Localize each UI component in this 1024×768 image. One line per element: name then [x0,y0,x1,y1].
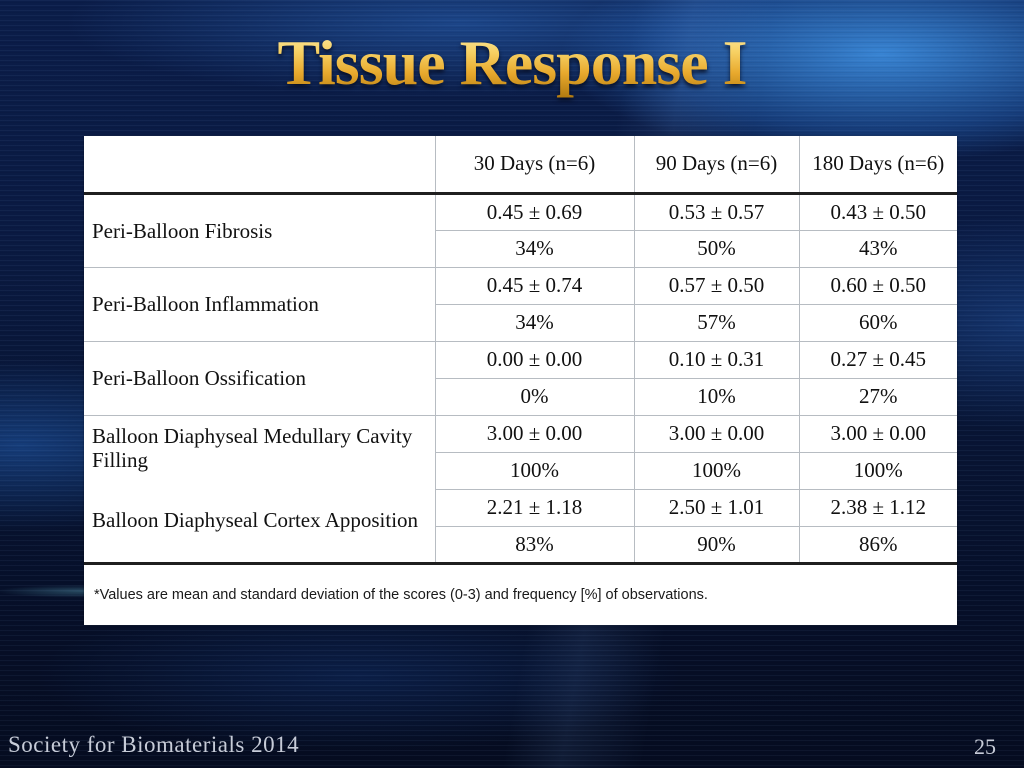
frequency-cell: 100% [634,451,800,489]
column-header-180-days: 180 Days (n=6) [799,136,957,195]
frequency-cell: 27% [799,377,957,415]
table-row: 0% 10% 27% [84,377,957,415]
table-row: Peri-Balloon Ossification 0.00 ± 0.00 0.… [84,340,957,415]
frequency-cell: 34% [435,229,635,267]
frequency-cell: 0% [435,377,635,415]
frequency-cell: 60% [799,303,957,341]
table-row: 100% 100% 100% [84,451,957,489]
frequency-cell: 90% [634,525,800,563]
mean-sd-cell: 0.27 ± 0.45 [799,340,957,378]
mean-sd-cell: 0.43 ± 0.50 [830,199,927,224]
mean-sd-cell: 0.45 ± 0.74 [435,266,635,304]
table-row: 34% 57% 60% [84,303,957,341]
frequency-cell: 34% [435,303,635,341]
mean-sd-cell: 2.21 ± 1.18 [435,488,635,526]
frequency-cell: 10% [634,377,800,415]
table-row: Peri-Balloon Fibrosis 0.45 ± 0.69 0.53 ±… [84,193,957,267]
table-row: Peri-Balloon Inflammation 0.45 ± 0.74 0.… [84,266,957,341]
table-row: Balloon Diaphyseal Medullary Cavity Fill… [84,414,957,563]
mean-sd-cell: 0.00 ± 0.00 [435,340,635,378]
mean-sd-cell: 2.50 ± 1.01 [634,488,800,526]
mean-sd-cell: 0.60 ± 0.50 [799,266,957,304]
mean-sd-cell: 3.00 ± 0.00 [634,414,800,452]
column-header-90-days: 90 Days (n=6) [634,136,800,195]
table-row: 2.21 ± 1.18 2.50 ± 1.01 2.38 ± 1.12 [84,488,957,526]
column-header-empty [84,136,436,195]
mean-sd-cell: 3.00 ± 0.00 [799,414,957,452]
table-row: 83% 90% 86% [84,525,957,563]
frequency-cell: 50% [634,229,800,267]
mean-sd-cell: 2.38 ± 1.12 [799,488,957,526]
table-footnote-row: *Values are mean and standard deviation … [84,561,957,625]
frequency-cell: 83% [435,525,635,563]
row-label: Peri-Balloon Fibrosis [84,193,436,267]
column-header-30-days: 30 Days (n=6) [435,136,635,195]
frequency-cell: 100% [799,451,957,489]
results-table-container: 30 Days (n=6) 90 Days (n=6) 180 Days (n=… [84,136,957,625]
table-footnote: *Values are mean and standard deviation … [84,561,957,625]
row-label: Balloon Diaphyseal Medullary Cavity Fill… [92,423,413,472]
footer-credit: Society for Biomaterials 2014 [8,732,300,757]
table-header-row: 30 Days (n=6) 90 Days (n=6) 180 Days (n=… [84,136,957,195]
page-number: 25 [974,734,996,759]
results-table: 30 Days (n=6) 90 Days (n=6) 180 Days (n=… [84,136,957,625]
mean-sd-cell: 0.57 ± 0.50 [634,266,800,304]
frequency-cell: 100% [435,451,635,489]
row-label-merged: Balloon Diaphyseal Medullary Cavity Fill… [84,414,436,563]
mean-sd-cell: 3.00 ± 0.00 [435,414,635,452]
mean-sd-cell: 0.53 ± 0.57 [634,193,800,230]
row-label: Peri-Balloon Inflammation [84,266,436,341]
row-label: Peri-Balloon Ossification [84,340,436,415]
frequency-cell: 86% [799,525,957,563]
mean-sd-cell: 0.45 ± 0.69 [435,193,635,230]
table-row: 34% 50% 43% [84,229,957,267]
mean-sd-cell: 0.10 ± 0.31 [634,340,800,378]
slide-title: Tissue Response I [0,26,1024,100]
frequency-cell: 57% [634,303,800,341]
row-label: Balloon Diaphyseal Cortex Apposition [92,507,419,532]
slide-title-text: Tissue Response I [277,27,747,98]
frequency-cell: 43% [799,229,957,267]
